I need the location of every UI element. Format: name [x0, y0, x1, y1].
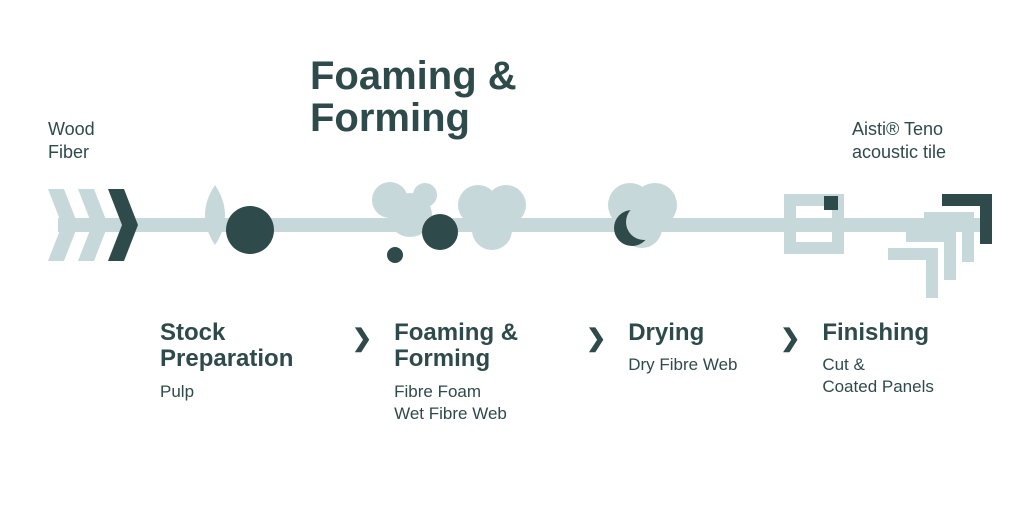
steps-row: StockPreparationPulp❯Foaming &FormingFib… — [160, 320, 972, 425]
step-separator-icon: ❯ — [564, 320, 628, 353]
step-subtitle: Cut &Coated Panels — [822, 354, 972, 398]
step-title: StockPreparation — [160, 320, 330, 373]
process-step: StockPreparation Pulp — [160, 320, 330, 403]
step-subtitle: Pulp — [160, 381, 330, 403]
process-diagram — [0, 0, 1024, 512]
process-step: Finishing Cut &Coated Panels — [822, 320, 972, 399]
step-title: Drying — [628, 320, 758, 346]
step-separator-icon: ❯ — [758, 320, 822, 353]
step-title: Foaming &Forming — [394, 320, 564, 373]
process-step: Foaming &Forming Fibre FoamWet Fibre Web — [394, 320, 564, 425]
step-subtitle: Dry Fibre Web — [628, 354, 758, 376]
step-separator-icon: ❯ — [330, 320, 394, 353]
process-step: Drying Dry Fibre Web — [628, 320, 758, 376]
step-title: Finishing — [822, 320, 972, 346]
step-subtitle: Fibre FoamWet Fibre Web — [394, 381, 564, 425]
